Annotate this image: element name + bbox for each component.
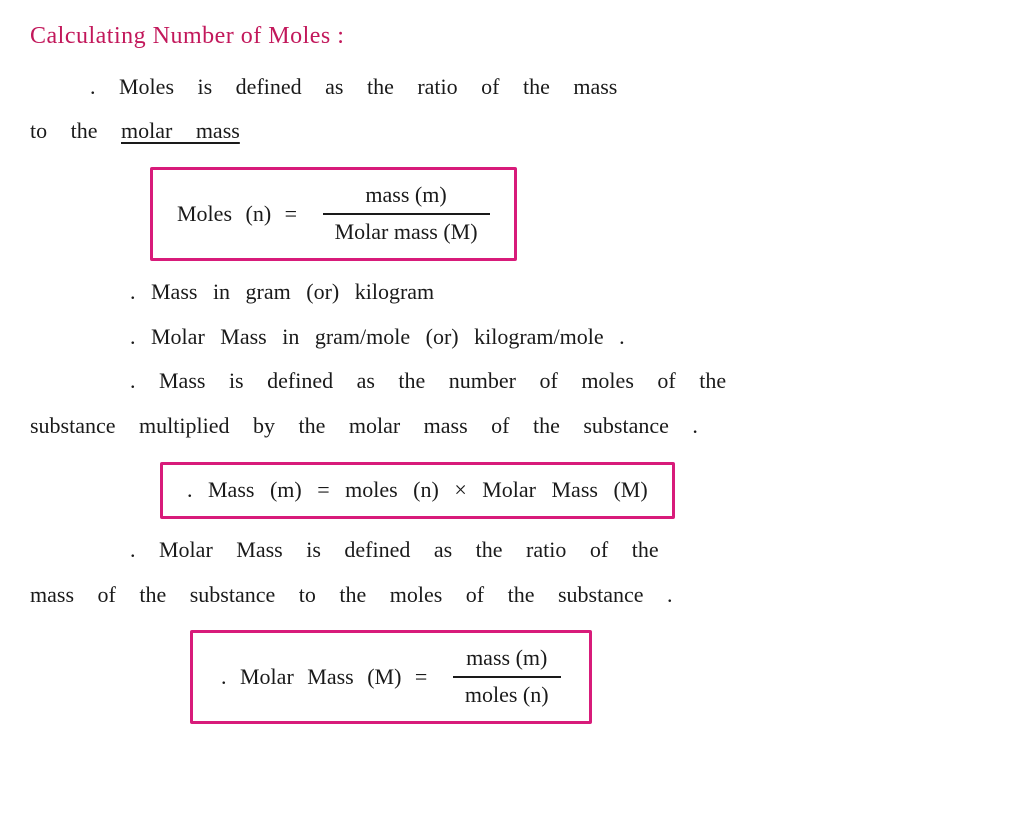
formula1-fraction: mass (m) Molar mass (M) bbox=[323, 180, 490, 248]
formula1-denominator: Molar mass (M) bbox=[323, 215, 490, 248]
paragraph-moles-def-1: . Moles is defined as the ratio of the m… bbox=[90, 72, 994, 103]
text-prefix: to the bbox=[30, 118, 121, 143]
note-mass-units: . Mass in gram (or) kilogram bbox=[130, 277, 994, 308]
formula-box-moles: Moles (n) = mass (m) Molar mass (M) bbox=[150, 167, 517, 261]
paragraph-mass-def-2: substance multiplied by the molar mass o… bbox=[30, 411, 994, 442]
formula-box-mass: . Mass (m) = moles (n) × Molar Mass (M) bbox=[160, 462, 675, 519]
formula3-numerator: mass (m) bbox=[453, 643, 561, 678]
underlined-molar-mass: molar mass bbox=[121, 118, 240, 143]
note-molar-mass-units: . Molar Mass in gram/mole (or) kilogram/… bbox=[130, 322, 994, 353]
paragraph-mass-def-1: . Mass is defined as the number of moles… bbox=[130, 366, 994, 397]
page-title: Calculating Number of Moles : bbox=[30, 20, 994, 54]
paragraph-molar-mass-def-1: . Molar Mass is defined as the ratio of … bbox=[130, 535, 994, 566]
formula3-lhs: . Molar Mass (M) = bbox=[221, 662, 427, 693]
paragraph-moles-def-2: to the molar mass bbox=[30, 116, 994, 147]
paragraph-molar-mass-def-2: mass of the substance to the moles of th… bbox=[30, 580, 994, 611]
formula1-numerator: mass (m) bbox=[323, 180, 490, 215]
formula3-fraction: mass (m) moles (n) bbox=[453, 643, 561, 711]
formula3-denominator: moles (n) bbox=[453, 678, 561, 711]
formula-box-molar-mass: . Molar Mass (M) = mass (m) moles (n) bbox=[190, 630, 592, 724]
formula1-lhs: Moles (n) = bbox=[177, 199, 297, 230]
formula2-text: . Mass (m) = moles (n) × Molar Mass (M) bbox=[187, 477, 648, 502]
